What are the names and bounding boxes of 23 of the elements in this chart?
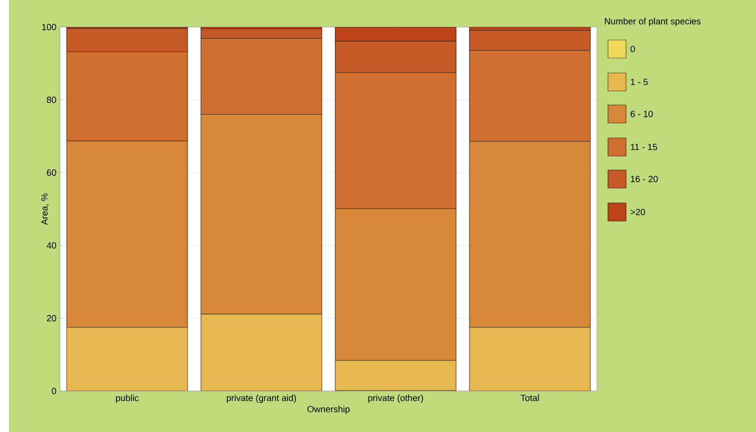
x-tick-label: public — [116, 394, 139, 403]
bar — [469, 327, 591, 391]
y-tick-label: 100 — [42, 24, 56, 30]
y-tick-label: 20 — [46, 315, 56, 322]
x-axis-title: Ownership — [308, 406, 350, 414]
legend-label: 0 — [630, 46, 635, 52]
legend-label: 16 - 20 — [630, 176, 658, 182]
y-tick-label: 40 — [46, 242, 56, 249]
y-tick-label: 80 — [46, 96, 56, 103]
x-tick-label: private (other) — [368, 394, 423, 403]
bar — [200, 314, 322, 391]
legend-label: >20 — [630, 208, 646, 216]
legend-label: 6 - 10 — [630, 110, 653, 118]
y-tick-label: 0 — [52, 388, 56, 394]
y-axis-title: Area, % — [41, 193, 49, 225]
bar — [66, 327, 188, 391]
legend-title: Number of plant species — [604, 18, 701, 26]
legend-label: 11 - 15 — [630, 144, 658, 150]
x-tick-label: Total — [520, 394, 539, 402]
bar — [334, 360, 456, 391]
y-tick-label: 60 — [46, 169, 56, 176]
legend-label: 1 - 5 — [630, 78, 648, 86]
x-tick-label: private (grant aid) — [226, 394, 296, 403]
